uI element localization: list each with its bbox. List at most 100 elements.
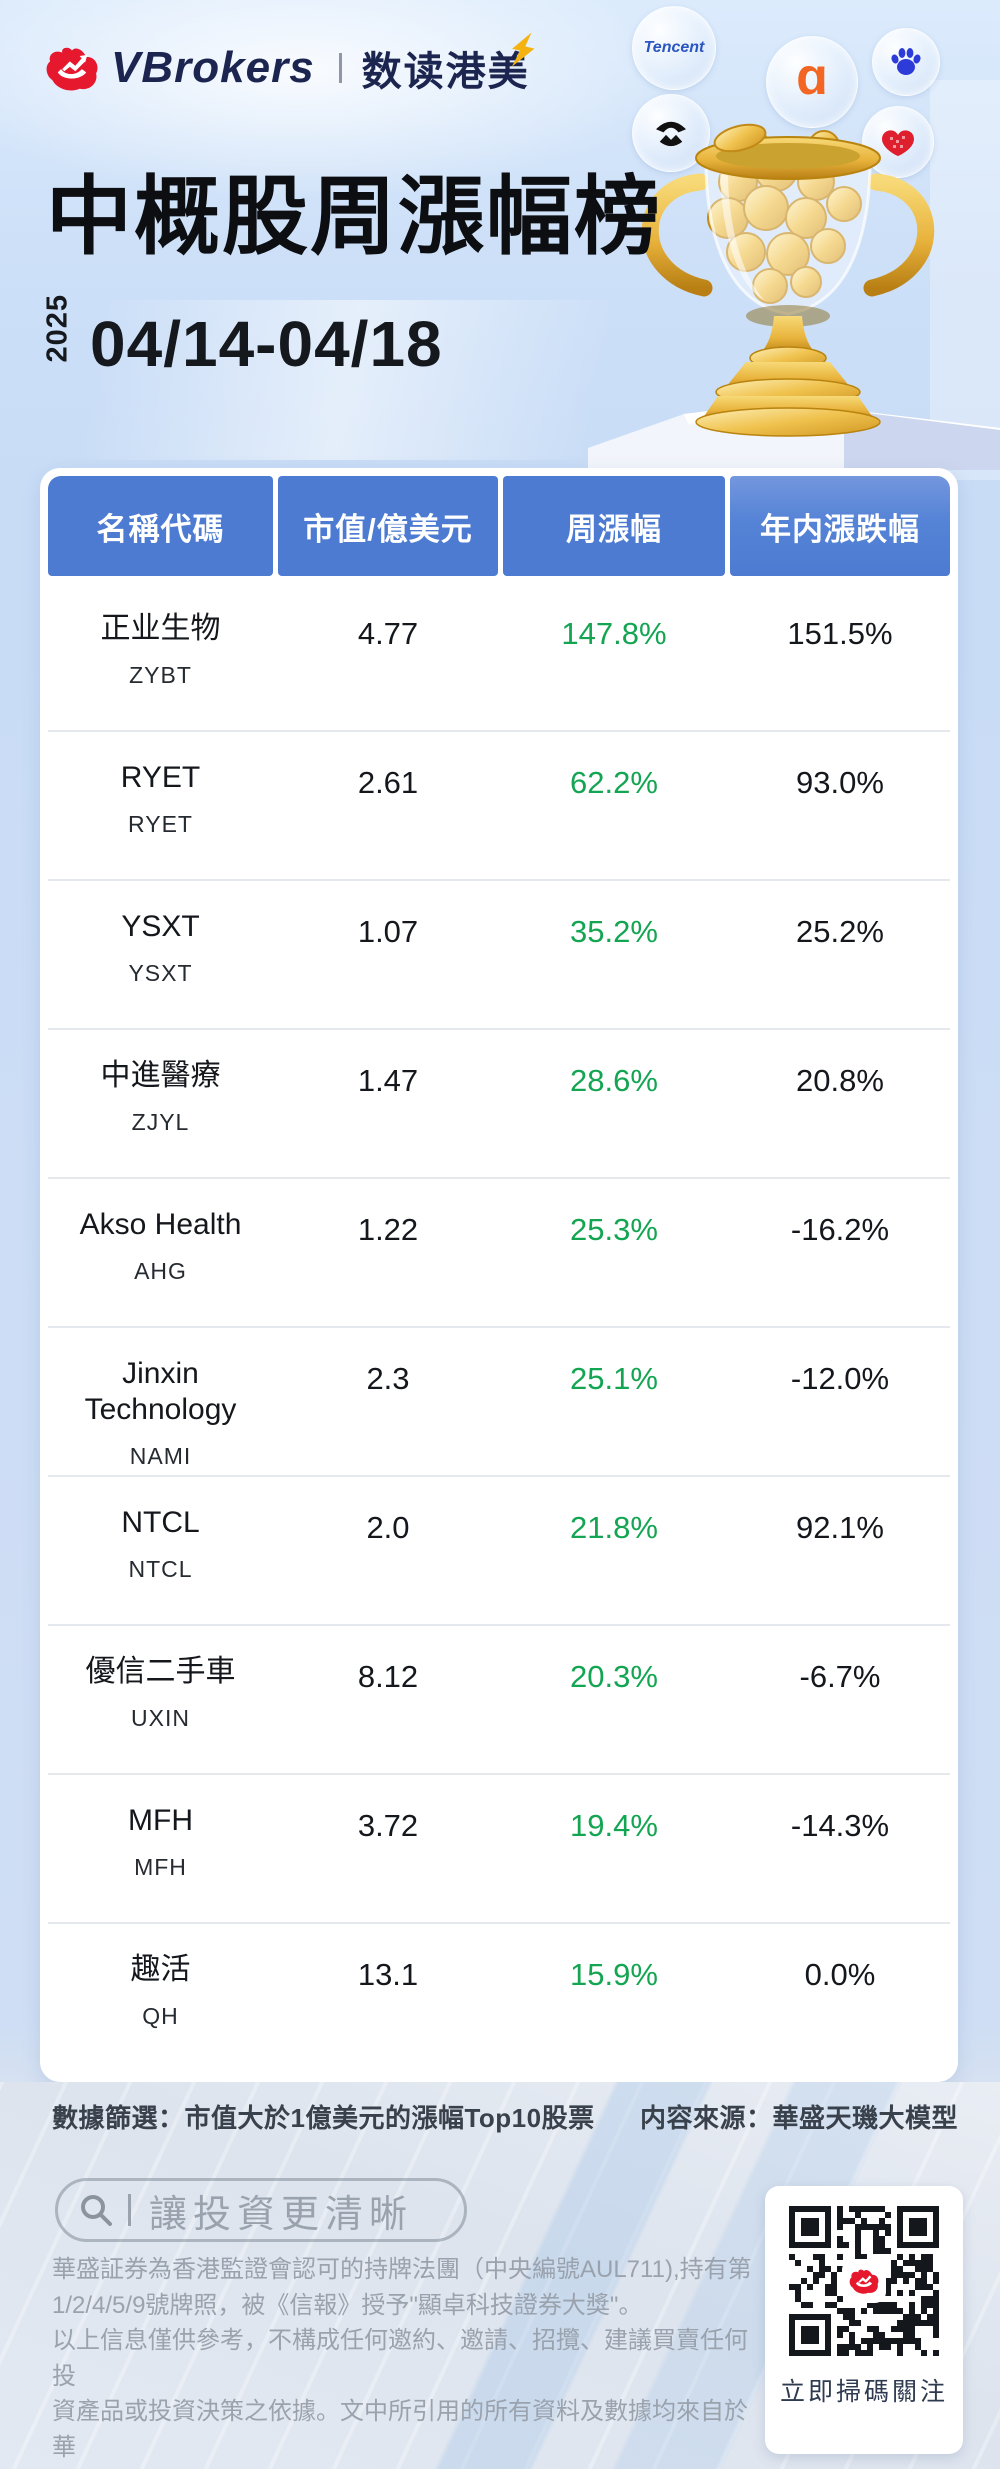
stock-ticker: NTCL [128,1556,193,1582]
brand-name: VBrokers [111,43,315,92]
stock-ticker: UXIN [131,1705,190,1731]
brand-badge-text: 数读港美 [361,50,530,94]
pill-divider [128,2194,131,2226]
stock-name: 中進醫療 [100,1059,221,1092]
date-range: 04/14-04/18 [90,308,443,380]
heart-icon [882,130,914,156]
stock-ticker: ZYBT [129,662,192,688]
tencent-logo-text: Tencent [643,39,705,56]
weekly-change-value: 25.1% [570,1361,658,1396]
stock-name: MFH [128,1804,193,1837]
table-row: NTCL NTCL 2.0 21.8% 92.1% [48,1477,950,1626]
market-cap-value: 2.0 [366,1510,410,1545]
table-header: 名稱代碼 市值/億美元 周漲幅 年内漲跌幅 [48,476,950,576]
stock-name: 正业生物 [100,612,221,645]
table-body: 正业生物 ZYBT 4.77 147.8% 151.5% RYET RYET 2… [48,583,950,2073]
market-cap-value: 2.61 [357,765,419,800]
trophy-illustration [588,123,1000,470]
ytd-change-value: 25.2% [796,914,884,949]
ytd-change-value: -6.7% [799,1659,881,1694]
baidu-paw-bubble [872,28,940,96]
stock-name: Jinxin Technology [84,1357,237,1426]
ytd-change-value: 93.0% [796,765,884,800]
lightning-icon [511,32,535,67]
market-cap-value: 13.1 [357,1957,419,1992]
ranking-table-card: 名稱代碼 市值/億美元 周漲幅 年内漲跌幅 正业生物 ZYBT 4.77 147… [40,468,958,2082]
weekly-change-value: 19.4% [570,1808,658,1843]
weekly-change-value: 21.8% [570,1510,658,1545]
ytd-change-value: -14.3% [790,1808,890,1843]
alibaba-logo-glyph: ɑ [796,48,828,106]
ytd-change-value: 151.5% [787,616,893,651]
stock-ticker: RYET [128,811,193,837]
stock-ticker: MFH [134,1854,187,1880]
stock-name: 優信二手車 [85,1655,236,1688]
qr-card: 立即掃碼關注 [765,2186,963,2454]
table-row: RYET RYET 2.61 62.2% 93.0% [48,732,950,881]
date-row: 2025 04/14-04/18 [40,293,443,392]
brand-divider [338,53,342,83]
qr-cta-text: 立即掃碼關注 [779,2378,948,2406]
stock-ticker: ZJYL [131,1109,190,1135]
table-row: 趣活 QH 13.1 15.9% 0.0% [48,1924,950,2073]
notes-row: 數據篩選：市值大於1億美元的漲幅Top10股票 内容來源：華盛天璣大模型 [52,2098,958,2135]
col-header-weekly-change: 周漲幅 [503,476,725,576]
source-note: 内容來源：華盛天璣大模型 [639,2103,958,2133]
ytd-change-value: -16.2% [790,1212,890,1247]
disclaimer-text: 華盛証券為香港監證會認可的持牌法團（中央編號AUL711),持有第 1/2/4/… [52,2256,752,2461]
paw-icon [891,48,921,75]
market-cap-value: 1.07 [357,914,419,949]
weekly-change-value: 20.3% [570,1659,658,1694]
market-cap-value: 2.3 [366,1361,410,1396]
table-row: 優信二手車 UXIN 8.12 20.3% -6.7% [48,1626,950,1775]
table-row: 正业生物 ZYBT 4.77 147.8% 151.5% [48,583,950,732]
background-light-band [930,80,1000,480]
search-icon [81,2195,112,2226]
table-row: MFH MFH 3.72 19.4% -14.3% [48,1775,950,1924]
ytd-change-value: 20.8% [796,1063,884,1098]
col-header-ytd-change: 年内漲跌幅 [730,476,950,576]
stock-name: Akso Health [79,1208,242,1241]
stock-name: 趣活 [130,1953,191,1986]
table-row: YSXT YSXT 1.07 35.2% 25.2% [48,881,950,1030]
col-header-market-cap: 市值/億美元 [278,476,498,576]
vbrokers-flame-icon [849,2269,879,2294]
market-cap-value: 3.72 [357,1808,419,1843]
brand-badge: 数读港美 [361,32,535,97]
market-cap-value: 8.12 [357,1659,419,1694]
alibaba-logo-bubble: ɑ [766,36,858,128]
ytd-change-value: -12.0% [790,1361,890,1396]
weekly-change-value: 28.6% [570,1063,658,1098]
table-row: 中進醫療 ZJYL 1.47 28.6% 20.8% [48,1030,950,1179]
stock-ticker: QH [142,2003,179,2029]
market-cap-value: 1.22 [357,1212,419,1247]
filter-note: 數據篩選：市值大於1億美元的漲幅Top10股票 [52,2103,595,2133]
weekly-change-value: 147.8% [561,616,667,651]
ytd-change-value: 92.1% [796,1510,884,1545]
stock-ticker: NAMI [129,1443,192,1469]
slogan-text: 讓投資更清晰 [149,2193,414,2236]
weekly-change-value: 15.9% [570,1957,658,1992]
stock-ticker: AHG [134,1258,187,1284]
col-header-name-code: 名稱代碼 [48,476,273,576]
vbrokers-flame-icon [46,47,98,91]
slogan-search-pill: 讓投資更清晰 [55,2178,467,2242]
tencent-logo-bubble: Tencent [632,6,716,90]
date-year: 2025 [41,293,74,362]
brand-row: VBrokers 数读港美 [45,32,535,97]
qr-code [789,2206,939,2356]
table-row: Akso Health AHG 1.22 25.3% -16.2% [48,1179,950,1328]
stock-name: YSXT [121,910,200,943]
market-cap-value: 4.77 [357,616,419,651]
qr-center-logo [844,2261,884,2301]
weekly-change-value: 25.3% [570,1212,658,1247]
stock-ticker: YSXT [128,960,193,986]
ytd-change-value: 0.0% [804,1957,876,1992]
stock-name: RYET [120,761,201,794]
nio-icon [656,121,686,147]
stock-name: NTCL [121,1506,200,1539]
page-title: 中概股周漲幅榜 [46,169,662,265]
weekly-change-value: 35.2% [570,914,658,949]
market-cap-value: 1.47 [357,1063,419,1098]
